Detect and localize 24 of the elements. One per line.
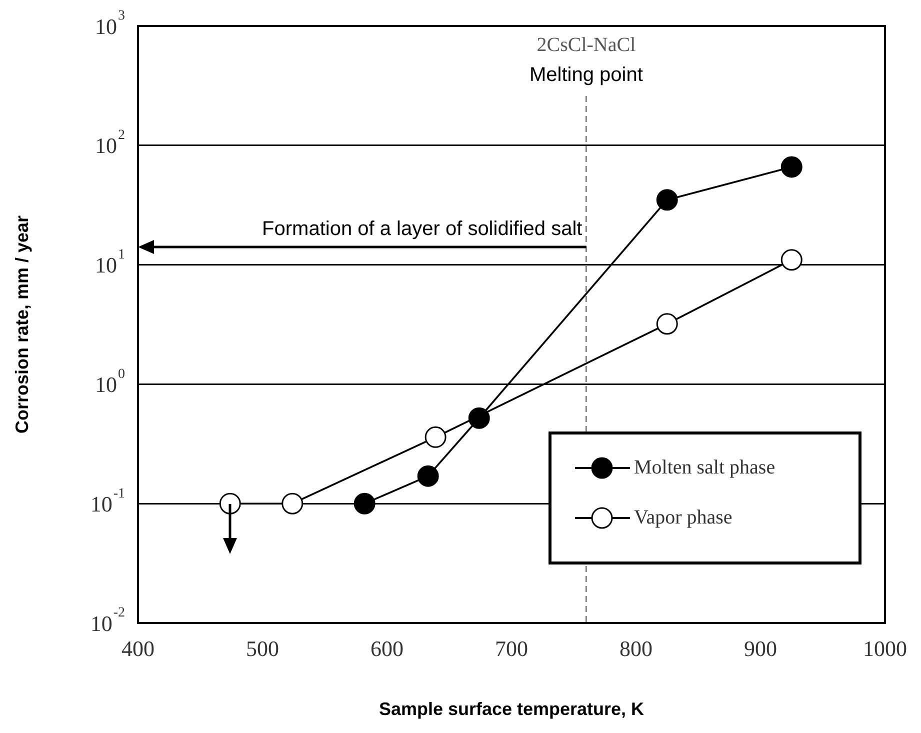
point (354, 492, 376, 514)
x-axis-title: Sample surface temperature, K (378, 699, 644, 720)
point (468, 407, 490, 429)
point (424, 426, 446, 448)
x-tick-label: 800 (620, 636, 652, 661)
ref-line-label: Melting point (529, 64, 644, 86)
annotation: 2CsCl-NaCl (536, 34, 636, 56)
point (780, 156, 802, 178)
legend-label: Molten salt phase (634, 456, 776, 478)
legend-label: Vapor phase (634, 506, 732, 528)
point (656, 313, 678, 335)
point (219, 492, 241, 514)
point (656, 189, 678, 211)
x-tick-label: 900 (744, 636, 777, 661)
point (780, 249, 802, 271)
x-tick-label: 700 (495, 636, 528, 661)
x-tick-label: 500 (246, 636, 279, 661)
x-tick-label: 600 (370, 636, 404, 661)
point (282, 492, 304, 514)
y-axis-title: Corrosion rate, mm / year (12, 215, 32, 434)
x-tick-label: 1000 (863, 636, 907, 661)
annotation: Formation of a layer of solidified salt (262, 218, 583, 240)
x-tick-label: 400 (122, 636, 154, 661)
point (417, 465, 439, 487)
